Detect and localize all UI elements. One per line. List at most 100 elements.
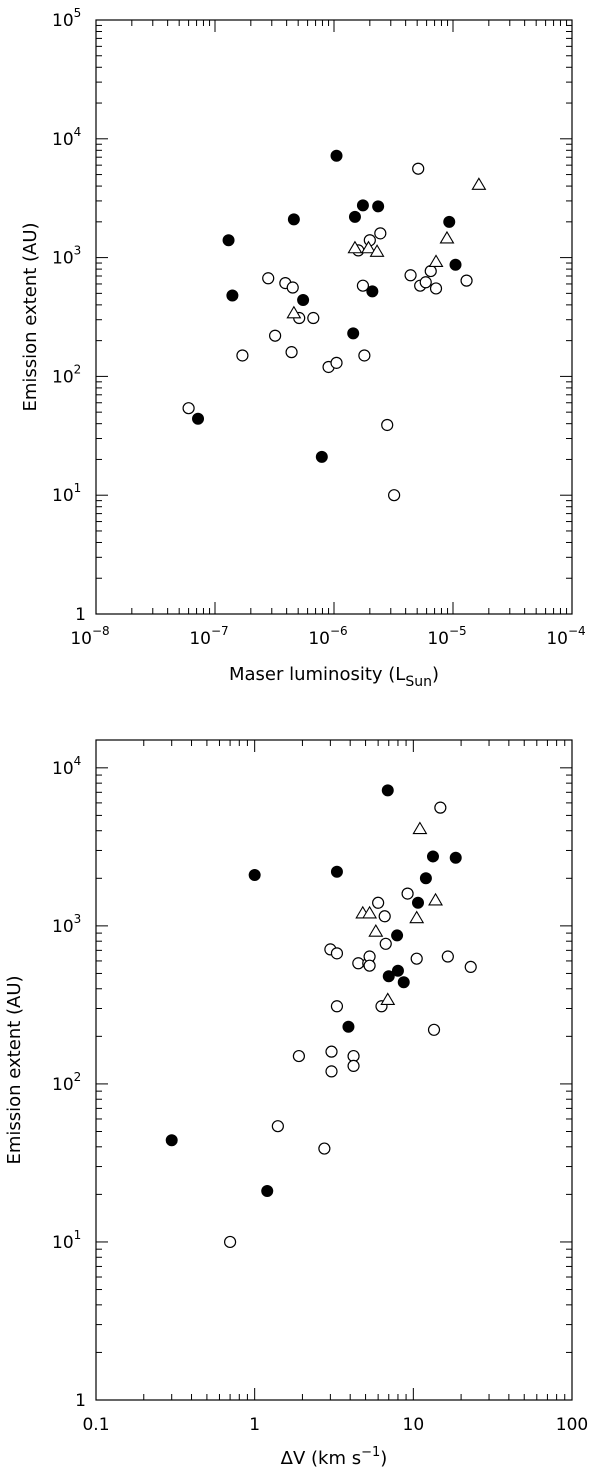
- data-point-open-circle: [374, 227, 387, 240]
- data-point-filled-circle: [419, 872, 432, 885]
- data-point-open-circle: [262, 272, 275, 285]
- y-tick-label: 1: [75, 605, 86, 625]
- y-tick-label: 104: [52, 125, 81, 150]
- data-point-open-circle: [441, 950, 454, 963]
- data-point-filled-circle: [192, 412, 205, 425]
- x-tick-label: 100: [556, 1415, 588, 1435]
- x-tick-exponent: −4: [568, 624, 586, 638]
- data-point-open-triangle: [439, 230, 455, 244]
- data-point-filled-circle: [382, 970, 395, 983]
- y-tick-label: 102: [52, 1070, 81, 1095]
- x-axis-label-close: ): [380, 1448, 387, 1469]
- data-point-filled-circle: [347, 327, 360, 340]
- data-point-open-circle: [352, 957, 365, 970]
- data-point-open-triangle: [369, 244, 385, 257]
- x-tick-exponent: −5: [449, 624, 467, 638]
- y-tick-exponent: 4: [74, 125, 82, 139]
- y-tick-label: 102: [52, 362, 81, 387]
- data-point-open-circle: [330, 947, 344, 960]
- data-point-filled-circle: [287, 213, 300, 226]
- data-point-open-triangle: [409, 910, 425, 924]
- data-point-open-circle: [363, 959, 376, 972]
- x-tick-label: 10−4: [546, 624, 585, 649]
- data-point-open-circle: [427, 1023, 441, 1036]
- data-point-open-triangle: [361, 240, 376, 254]
- x-axis-label: Maser luminosity (LSun): [229, 664, 439, 690]
- data-point-open-triangle: [362, 905, 378, 919]
- x-axis-label-superscript: −1: [361, 1445, 380, 1460]
- data-point-open-circle: [330, 1000, 344, 1013]
- data-point-open-triangle: [412, 821, 428, 835]
- data-point-filled-circle: [449, 851, 462, 864]
- data-point-open-circle: [347, 1059, 360, 1073]
- data-point-open-circle: [381, 418, 394, 432]
- y-tick-label: 105: [52, 6, 81, 31]
- y-tick-label: 1: [75, 1391, 86, 1411]
- data-point-open-circle: [223, 1235, 237, 1249]
- data-point-open-circle: [271, 1120, 284, 1133]
- data-point-filled-circle: [391, 929, 404, 942]
- data-point-open-triangle: [471, 177, 487, 190]
- data-point-filled-circle: [248, 868, 261, 881]
- y-tick-label: 103: [52, 244, 81, 269]
- data-point-open-circle: [330, 356, 343, 369]
- data-point-open-triangle: [428, 892, 443, 906]
- y-axis-label: Emission extent (AU): [20, 222, 41, 411]
- x-tick-label: 10−8: [70, 624, 109, 649]
- x-axis-label: ΔV (km s−1): [281, 1445, 388, 1469]
- data-point-filled-circle: [391, 964, 404, 977]
- y-tick-exponent: 1: [74, 481, 82, 495]
- data-point-filled-circle: [222, 234, 235, 247]
- data-point-open-circle: [285, 346, 298, 359]
- data-point-open-circle: [356, 279, 370, 292]
- data-point-filled-circle: [426, 850, 439, 863]
- data-point-open-circle: [464, 960, 477, 974]
- data-point-filled-circle: [449, 258, 462, 271]
- data-point-open-triangle: [286, 305, 302, 319]
- data-point-open-circle: [358, 349, 371, 362]
- data-point-open-circle: [325, 1065, 338, 1078]
- y-tick-exponent: 5: [74, 6, 82, 20]
- luminosity-panel: 10−8 10−7 10−6 10−5 10−41101102103104105Mase…: [20, 6, 586, 690]
- data-point-open-triangle: [368, 924, 384, 937]
- plot-frame: [95, 739, 573, 1401]
- data-point-open-circle: [379, 937, 392, 950]
- plot-frame: [95, 19, 573, 615]
- x-tick-label: 10−5: [427, 624, 466, 649]
- data-point-filled-circle: [342, 1020, 355, 1033]
- data-point-open-circle: [372, 896, 385, 909]
- data-point-filled-circle: [372, 200, 385, 213]
- data-point-open-circle: [434, 801, 447, 814]
- data-point-open-circle: [388, 489, 401, 502]
- data-point-open-triangle: [428, 254, 444, 268]
- y-tick-exponent: 2: [74, 362, 82, 376]
- data-point-filled-circle: [443, 215, 456, 228]
- y-tick-exponent: 2: [74, 1070, 82, 1084]
- data-point-open-circle: [236, 349, 249, 362]
- data-point-open-triangle: [347, 240, 363, 254]
- x-tick-exponent: −6: [330, 624, 348, 638]
- data-point-filled-circle: [381, 784, 394, 797]
- data-point-open-circle: [307, 311, 320, 325]
- data-point-filled-circle: [356, 199, 369, 212]
- y-axis-label: Emission extent (AU): [4, 975, 25, 1164]
- x-tick-label: 1: [249, 1415, 260, 1435]
- x-tick-label: 10: [403, 1415, 425, 1435]
- data-point-open-circle: [292, 1049, 305, 1063]
- y-tick-exponent: 4: [74, 754, 82, 768]
- data-point-filled-circle: [165, 1134, 178, 1147]
- x-axis-label-close: ): [432, 664, 439, 685]
- x-tick-exponent: −7: [211, 624, 229, 638]
- x-tick-label: 0.1: [82, 1415, 109, 1435]
- data-point-filled-circle: [315, 450, 328, 463]
- x-tick-label: 10−6: [308, 624, 347, 649]
- data-point-filled-circle: [411, 896, 424, 909]
- y-tick-exponent: 3: [74, 912, 82, 926]
- data-point-filled-circle: [397, 976, 410, 989]
- y-tick-exponent: 1: [74, 1228, 82, 1242]
- data-point-filled-circle: [330, 149, 343, 162]
- data-point-open-circle: [404, 269, 417, 282]
- y-tick-label: 104: [52, 754, 81, 779]
